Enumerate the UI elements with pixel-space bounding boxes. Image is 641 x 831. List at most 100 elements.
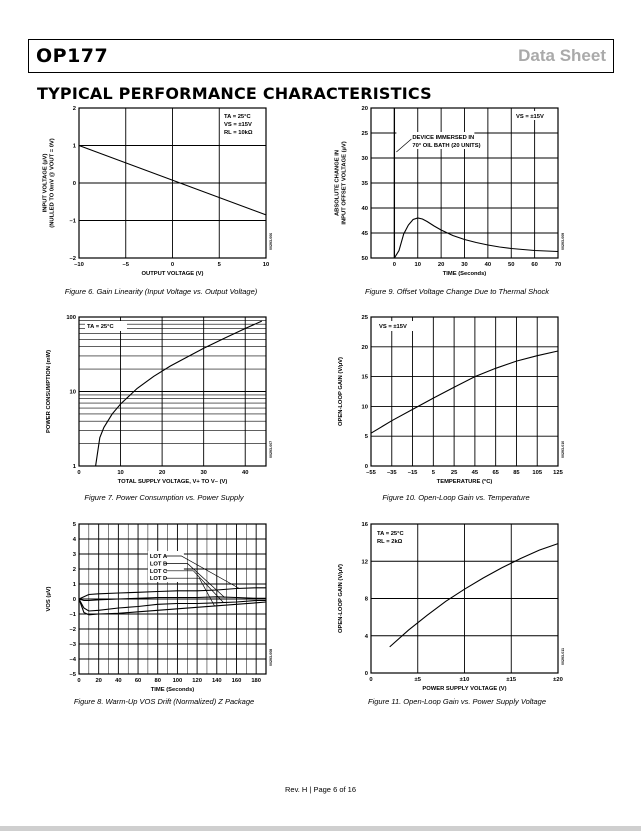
y-axis-label: INPUT OFFSET VOLTAGE (µV) (342, 141, 348, 224)
y-tick-label: 15 (362, 375, 369, 381)
y-tick-label: 1 (73, 144, 77, 150)
x-tick-label: –10 (74, 262, 84, 268)
annotation-text: VS = ±15V (379, 324, 407, 330)
x-tick-label: ±20 (553, 677, 563, 683)
x-tick-label: 50 (508, 262, 514, 268)
figure-10-caption: Figure 10. Open-Loop Gain vs. Temperatur… (382, 493, 530, 502)
y-tick-label: 5 (73, 522, 77, 528)
x-tick-label: 105 (532, 470, 542, 476)
figure-9-caption: Figure 9. Offset Voltage Change Due to T… (365, 287, 549, 296)
y-tick-label: 0 (365, 464, 368, 470)
legend-leader (165, 563, 225, 598)
chart-gain-vs-supply: 0 ±5 ±10 ±15 ±20 0 4 8 12 16 POWER SUPPLY VOLTAGE … (326, 514, 596, 694)
x-tick-label: 40 (242, 470, 248, 476)
annotation-text: RL = 2kΩ (377, 539, 403, 545)
annotation-text: 70° OIL BATH (20 UNITS) (412, 143, 480, 149)
x-axis-label: TIME (Seconds) (443, 271, 487, 277)
y-tick-label: 20 (362, 345, 368, 351)
x-tick-label: 0 (77, 678, 80, 684)
annotation-text: VS = ±15V (224, 122, 252, 128)
x-tick-label: 60 (135, 678, 141, 684)
y-tick-label: 4 (73, 537, 77, 543)
page-footer: Rev. H | Page 6 of 16 (284, 785, 356, 794)
annotation-box (514, 111, 556, 120)
annotation-box (396, 132, 475, 149)
figure-8-caption: Figure 8. Warm-Up VOS Drift (Normalized)… (73, 697, 255, 706)
figure-code: 00293-008 (269, 649, 273, 666)
y-axis-label: (NULLED TO 0mV @ VOUT = 0V) (50, 138, 56, 228)
y-axis-label: INPUT VOLTAGE (µV) (43, 154, 49, 213)
x-axis-label: TIME (Seconds) (151, 687, 195, 693)
annotation-text: VS = ±15V (516, 114, 544, 120)
x-tick-label: 20 (159, 470, 165, 476)
y-tick-label: 30 (362, 156, 368, 162)
chart-gain-linearity: –10 –5 0 5 10 –2 –1 0 1 2 OUTPUT VOLTAGE (V) INPUT … (34, 100, 304, 280)
chart-gain-vs-temperature: –55 –35 –15 5 25 45 65 85 105 125 0 5 10 15 20 25 TEMPER… (326, 307, 596, 487)
y-tick-label: –3 (70, 642, 77, 648)
y-tick-label: 40 (362, 206, 368, 212)
annotation-text: DEVICE IMMERSED IN (412, 135, 474, 141)
annotation-box (377, 321, 419, 331)
series-line (371, 217, 559, 259)
x-tick-label: 5 (432, 470, 436, 476)
x-tick-label: 0 (77, 470, 80, 476)
y-tick-label: 16 (362, 522, 369, 528)
chart-thermal-shock: 0 10 20 30 40 50 60 70 20 25 30 35 40 45 50 TIME (Secon… (326, 100, 596, 280)
x-axis-label: TOTAL SUPPLY VOLTAGE, V+ TO V– (V) (118, 479, 228, 485)
x-tick-label: 0 (393, 262, 396, 268)
y-tick-label: –2 (70, 627, 76, 633)
y-tick-label: 0 (73, 181, 76, 187)
y-tick-label: –2 (70, 256, 76, 262)
chart-svg: –55 –35 –15 5 25 45 65 85 105 125 0 5 10 15 20 25 TEMPER… (338, 315, 565, 485)
part-number: OP177 (36, 45, 109, 67)
y-tick-label: 4 (365, 634, 369, 640)
plot-frame (78, 107, 267, 259)
plot-frame (370, 316, 559, 467)
x-tick-label: ±5 (415, 677, 422, 683)
legend-label: LOT D (150, 576, 167, 582)
annotation-box (85, 321, 127, 331)
x-tick-label: 20 (95, 678, 101, 684)
series-line (78, 598, 267, 616)
y-tick-label: 20 (362, 106, 368, 112)
y-tick-label: –5 (70, 672, 77, 678)
y-tick-label: 2 (73, 567, 76, 573)
annotation-leader (396, 138, 412, 153)
x-tick-label: 60 (531, 262, 537, 268)
y-tick-label: 0 (365, 671, 368, 677)
x-tick-label: 0 (369, 677, 372, 683)
x-tick-label: 10 (415, 262, 421, 268)
y-tick-label: 35 (362, 181, 369, 187)
plot-frame (370, 523, 559, 674)
y-tick-label: 8 (365, 597, 369, 603)
x-tick-label: 40 (115, 678, 121, 684)
x-tick-label: 10 (117, 470, 123, 476)
x-tick-label: 100 (173, 678, 183, 684)
doc-type-label: Data Sheet (518, 46, 606, 65)
y-tick-label: –1 (70, 219, 77, 225)
figure-code: 00293-009 (561, 233, 565, 250)
y-axis-label: OPEN-LOOP GAIN (V/µV) (338, 564, 344, 633)
page-header: OP177 Data Sheet (28, 39, 614, 73)
x-tick-label: 30 (461, 262, 467, 268)
series-line (78, 144, 267, 216)
series-line (78, 587, 266, 600)
y-tick-label: 10 (70, 390, 76, 396)
y-tick-label: –1 (70, 612, 77, 618)
chart-warmup-drift: 0 20 40 60 80 100 120 140 160 180 –5 –4 –3 –2 –1 0 1 2 3 4 5… (34, 514, 304, 694)
figure-code: 00293-006 (269, 233, 273, 250)
x-tick-label: 65 (492, 470, 499, 476)
x-tick-label: 180 (251, 678, 261, 684)
series-line (78, 598, 266, 612)
x-tick-label: 40 (485, 262, 491, 268)
annotation-text: TA = 25°C (224, 114, 251, 120)
legend-leader (165, 570, 224, 603)
x-tick-label: 85 (513, 470, 520, 476)
chart-svg: 0 ±5 ±10 ±15 ±20 0 4 8 12 16 POWER SUPPLY VOLTAGE … (338, 522, 565, 692)
legend-label: LOT A (150, 554, 168, 560)
figure-11-caption: Figure 11. Open-Loop Gain vs. Power Supp… (367, 697, 547, 706)
legend-leader (165, 577, 216, 607)
y-tick-label: 3 (73, 552, 77, 558)
x-tick-label: 160 (232, 678, 242, 684)
